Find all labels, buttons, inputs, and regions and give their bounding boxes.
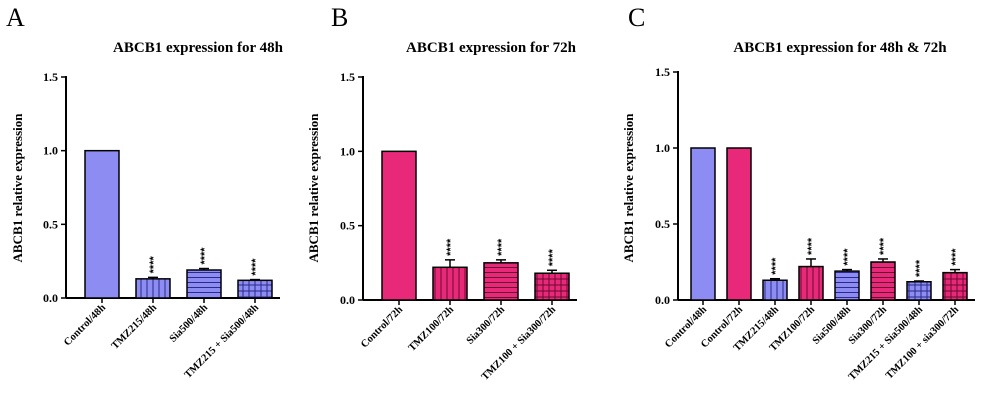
bar <box>534 272 570 301</box>
bar <box>381 150 417 301</box>
y-tick-label: 0.5 <box>655 217 670 231</box>
bar <box>834 270 860 301</box>
significance-label: **** <box>445 238 457 256</box>
chart-title-a: ABCB1 expression for 48h <box>113 40 284 56</box>
significance-label: **** <box>842 248 854 266</box>
bar <box>237 279 273 299</box>
significance-label: **** <box>199 247 211 265</box>
bar <box>135 278 171 299</box>
y-tick-label: 0.0 <box>655 293 670 307</box>
y-tick-label: 1.5 <box>43 70 58 84</box>
panel-letter-a: A <box>6 3 25 32</box>
panel-b: B ABCB1 expression for 72h ABCB1 relativ… <box>306 3 577 383</box>
panel-a: A ABCB1 expression for 48h ABCB1 relativ… <box>6 3 284 381</box>
x-tick-label: Control/72h <box>359 304 405 350</box>
y-tick-label: 1.5 <box>340 70 355 84</box>
significance-label: **** <box>250 258 262 276</box>
bars-c: **** **** **** **** **** **** <box>690 147 968 301</box>
significance-label: **** <box>547 248 559 266</box>
y-tick-label: 0.5 <box>43 217 58 231</box>
bar <box>483 262 519 301</box>
chart-title-c: ABCB1 expression for 48h & 72h <box>733 40 947 56</box>
bar <box>84 149 120 299</box>
bar <box>186 269 222 299</box>
bar <box>798 265 824 301</box>
y-tick-label: 0.0 <box>43 291 58 305</box>
panel-letter-b: B <box>331 3 348 32</box>
significance-label: **** <box>806 237 818 255</box>
bars-b: **** **** **** <box>381 150 570 301</box>
significance-label: **** <box>914 259 926 277</box>
significance-label: **** <box>148 256 160 274</box>
bar <box>762 279 788 301</box>
y-tick-label: 0.5 <box>340 219 355 233</box>
x-tick-label: Sia500/48h <box>168 302 211 345</box>
y-tick-label: 1.0 <box>655 141 670 155</box>
panel-c: C ABCB1 expression for 48h & 72h ABCB1 r… <box>621 3 975 383</box>
y-axis-label-a: ABCB1 relative expression <box>10 113 25 263</box>
y-tick-label: 1.0 <box>43 144 58 158</box>
x-tick-label: TMZ100 + sia300/72h <box>884 304 961 381</box>
y-tick-label: 1.5 <box>655 65 670 79</box>
x-tick-label: TMZ100/72h <box>407 304 457 354</box>
significance-label: **** <box>950 248 962 266</box>
y-axis-label-c: ABCB1 relative expression <box>621 113 636 263</box>
chart-title-b: ABCB1 expression for 72h <box>406 40 577 56</box>
bar <box>906 281 932 301</box>
axes-a: 0.0 0.5 1.0 1.5 Control/48h TMZ215/48h Sia500/… <box>43 70 280 381</box>
significance-label: **** <box>878 237 890 255</box>
bar <box>870 261 896 301</box>
bar <box>690 147 716 301</box>
bar <box>432 266 468 301</box>
x-tick-label: Control/48h <box>62 302 108 348</box>
x-tick-label: TMZ215/48h <box>110 302 160 352</box>
y-tick-label: 1.0 <box>340 144 355 158</box>
y-axis-label-b: ABCB1 relative expression <box>306 113 321 263</box>
significance-label: **** <box>496 238 508 256</box>
bar <box>726 147 752 301</box>
panel-letter-c: C <box>628 3 645 32</box>
significance-label: **** <box>770 257 782 275</box>
bar <box>942 271 968 301</box>
x-tick-label: Sia300/72h <box>465 304 508 347</box>
axes-b: 0.0 0.5 1.0 1.5 Control/72h TMZ100/72h Sia300/… <box>340 70 577 383</box>
y-tick-label: 0.0 <box>340 293 355 307</box>
bars-a: **** **** **** <box>84 149 273 299</box>
